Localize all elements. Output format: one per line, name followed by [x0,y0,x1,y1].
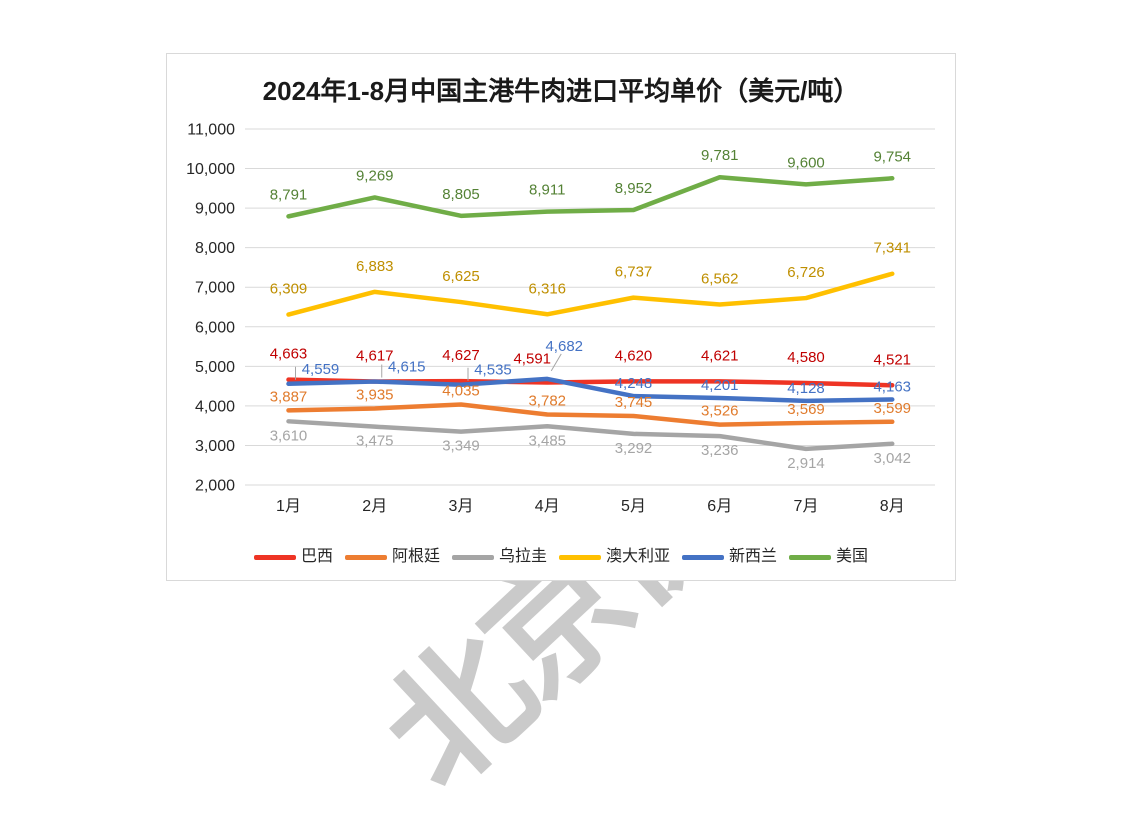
x-axis-tick-label: 7月 [794,498,819,515]
x-axis-tick-label: 8月 [880,498,905,515]
data-label: 3,485 [528,432,566,449]
data-label: 6,883 [356,258,394,275]
data-label: 3,935 [356,386,394,403]
data-label: 4,663 [270,346,308,363]
data-label: 6,726 [787,264,825,281]
data-label: 3,569 [787,401,825,418]
y-axis-tick-label: 8,000 [195,240,235,257]
data-label: 8,911 [529,182,565,199]
data-label: 9,600 [787,154,825,171]
legend-label: 阿根廷 [391,548,440,565]
data-label: 3,745 [615,394,653,411]
data-label: 6,562 [701,271,739,288]
legend-label: 乌拉圭 [498,548,547,565]
y-axis-tick-label: 2,000 [195,478,235,495]
chart-canvas: 2,000 3,000 4,000 5,000 6,000 7,000 8,000 9,000… [186,122,935,515]
data-label: 3,599 [873,400,911,417]
y-axis-tick-label: 6,000 [195,319,235,336]
data-label: 3,782 [528,393,566,410]
data-label: 4,535 [474,362,512,379]
y-axis-tick-label: 4,000 [195,398,235,415]
x-axis-tick-label: 1月 [276,498,301,515]
x-axis-tick-label: 2月 [362,498,387,515]
data-label: 4,559 [302,361,340,378]
y-axis-tick-label: 11,000 [187,122,235,139]
legend-line-swatch [344,554,387,560]
chart-card: 2,000 3,000 4,000 5,000 6,000 7,000 8,000 9,000… [166,53,956,581]
y-axis-tick-label: 3,000 [195,438,235,455]
data-label: 9,754 [873,148,911,165]
data-label: 8,791 [270,186,308,203]
legend-item: 美国 [789,549,868,565]
legend-line-swatch [253,554,296,560]
data-label: 4,617 [356,347,394,364]
data-label: 6,737 [615,264,653,281]
legend-label: 美国 [836,548,869,565]
data-label: 3,349 [442,438,480,455]
data-label: 4,128 [787,380,825,397]
data-label: 4,580 [787,349,825,366]
series-line [286,419,895,452]
data-label: 3,526 [701,403,739,420]
data-label: 4,627 [442,347,480,364]
legend-label: 巴西 [300,548,333,565]
data-label: 3,610 [270,427,308,444]
data-label: 6,316 [528,280,566,297]
label-leader-line [550,353,562,372]
data-label: 4,248 [615,375,653,392]
legend-line-swatch [451,554,494,560]
data-label: 4,035 [442,383,480,400]
data-label: 3,475 [356,433,394,450]
data-label: 7,341 [873,240,911,257]
legend-line-swatch [789,554,832,560]
data-label: 6,625 [442,268,480,285]
legend-label: 新西兰 [729,548,778,565]
y-axis-tick-label: 9,000 [195,201,235,218]
legend-line-swatch [682,554,725,560]
legend-item: 阿根廷 [344,548,440,565]
data-label: 4,615 [388,359,426,376]
data-label: 8,952 [615,180,653,197]
x-axis-tick-label: 5月 [621,498,646,515]
data-label: 4,163 [873,378,911,395]
data-label: 3,042 [873,450,911,467]
x-axis-tick-label: 3月 [449,498,474,515]
data-label: 4,621 [701,347,739,364]
series-line [286,376,895,404]
data-label: 4,620 [615,347,653,364]
data-label: 4,201 [701,377,739,394]
x-axis-tick-label: 4月 [535,498,560,515]
data-label: 9,781 [701,147,739,164]
data-label: 3,236 [701,442,739,459]
y-axis-tick-label: 5,000 [195,359,235,376]
data-label: 2,914 [787,455,825,472]
data-label: 4,682 [545,338,583,355]
legend-line-swatch [559,554,601,560]
legend-item: 新西兰 [682,549,777,565]
chart-legend: 巴西 阿根廷 乌拉圭 澳大利亚 新西兰 美国 [167,549,955,565]
legend-label: 澳大利亚 [606,548,671,565]
data-label: 9,269 [356,167,394,184]
x-axis-tick-label: 6月 [707,498,732,515]
data-label: 6,309 [270,281,308,298]
legend-item: 乌拉圭 [451,548,547,565]
series-line [286,174,895,219]
data-label: 3,887 [270,388,308,405]
legend-item: 巴西 [253,548,333,565]
chart-title: 2024年1-8月中国主港牛肉进口平均单价（美元/吨） [262,76,860,106]
data-label: 3,292 [615,440,653,457]
data-label: 4,591 [513,351,551,368]
y-axis-tick-label: 7,000 [195,280,235,297]
series-line [286,271,895,317]
legend-item: 澳大利亚 [559,549,670,565]
y-axis-tick-label: 10,000 [186,161,235,178]
data-label: 4,521 [873,351,911,368]
series-line [286,402,895,427]
data-label: 8,805 [442,186,480,203]
